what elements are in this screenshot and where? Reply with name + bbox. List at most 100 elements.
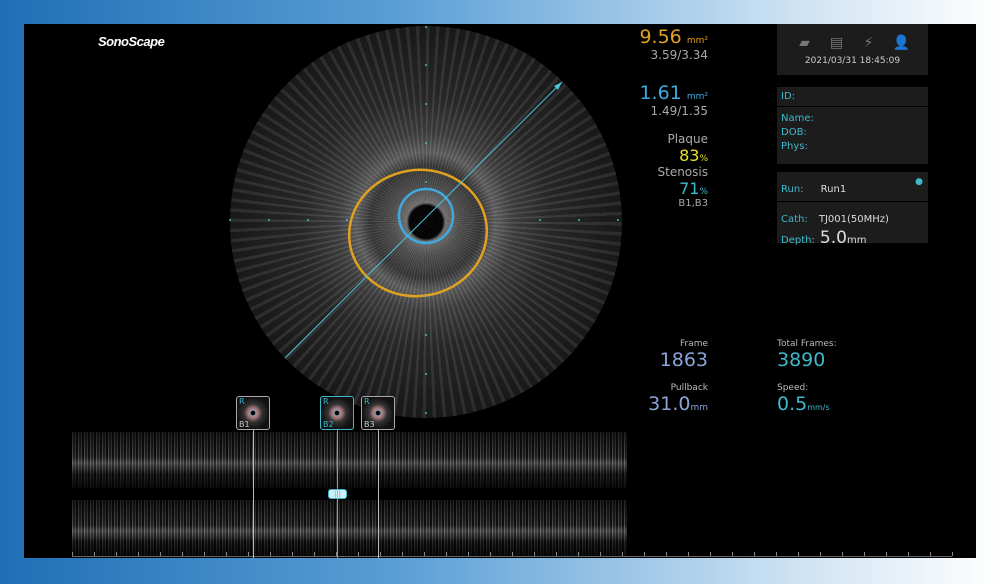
vessel-area: 9.56	[639, 26, 682, 48]
bookmark-label: B3	[364, 420, 375, 429]
vessel-contour	[347, 168, 489, 298]
ruler-tick	[468, 552, 469, 556]
run-row[interactable]: Run: Run1 ●	[777, 172, 928, 202]
vessel-diameters: 3.59/3.34	[650, 48, 708, 62]
ruler-tick	[72, 552, 73, 556]
ruler-tick	[94, 552, 95, 556]
pullback-unit: mm	[690, 403, 708, 413]
ruler-tick	[534, 552, 535, 556]
ruler-tick	[578, 552, 579, 556]
bookmark-line-b1	[253, 430, 254, 558]
lumen-contour	[397, 187, 455, 245]
depth-value: 5.0	[819, 228, 847, 248]
stenosis-value: 71	[679, 179, 700, 198]
ruler-tick	[644, 552, 645, 556]
ruler-tick	[820, 552, 821, 556]
bookmark-line-b3	[378, 430, 379, 558]
run-value: Run1	[820, 184, 847, 195]
ruler-tick	[710, 552, 711, 556]
ruler-tick	[160, 552, 161, 556]
ruler-tick	[292, 552, 293, 556]
ruler-tick	[336, 552, 337, 556]
datetime: 2021/03/31 18:45:09	[804, 56, 901, 66]
speed-unit: mm/s	[807, 403, 830, 412]
frame-slider-handle[interactable]: |||	[328, 489, 347, 499]
ruler-tick	[842, 552, 843, 556]
bookmark-b3[interactable]: R B3	[361, 396, 395, 430]
ruler-tick	[248, 552, 249, 556]
ruler-tick	[776, 552, 777, 556]
ivus-overlay	[229, 26, 619, 414]
ruler-tick	[732, 552, 733, 556]
patient-panel[interactable]: ID: Name: DOB: Phys:	[777, 87, 928, 164]
ruler-tick	[314, 552, 315, 556]
bookmark-b2[interactable]: R B2	[320, 396, 354, 430]
status-panel: ▰ ▤ ⚡ 👤 2021/03/31 18:45:09	[777, 24, 928, 75]
ruler-tick	[600, 552, 601, 556]
frame-label: Frame	[679, 339, 708, 349]
ruler-tick	[446, 552, 447, 556]
ruler-tick	[358, 552, 359, 556]
ruler-tick	[930, 552, 931, 556]
scale-dots	[229, 26, 619, 414]
brand-logo: SonoScape	[98, 34, 165, 49]
longitudinal-view-top[interactable]	[72, 432, 627, 488]
depth-label: Depth:	[781, 235, 815, 246]
run-panel: Run: Run1 ● Cath: TJ001(50MHz) Depth: 5.…	[777, 172, 928, 248]
ruler-tick	[138, 552, 139, 556]
bookmark-label: B2	[323, 420, 334, 429]
vessel-area-unit: mm²	[686, 36, 708, 46]
ruler-tick	[490, 552, 491, 556]
cath-value: TJ001(50MHz)	[818, 214, 889, 225]
power-plug-icon[interactable]: ⚡	[863, 35, 874, 51]
usb-icon[interactable]: ▰	[799, 35, 810, 51]
settings-dot-icon[interactable]: ●	[915, 177, 923, 187]
ivus-screen: SonoScape 9.56 mm² 3.59/3.34 1.61 mm² 1.…	[24, 24, 976, 558]
ruler-tick	[226, 552, 227, 556]
ruler-tick	[864, 552, 865, 556]
lumen-area: 1.61	[639, 82, 682, 104]
stenosis-label: Stenosis	[657, 165, 709, 179]
ruler-tick	[424, 552, 425, 556]
ruler-tick	[380, 552, 381, 556]
user-icon[interactable]: 👤	[892, 35, 910, 51]
cath-label: Cath:	[781, 214, 808, 225]
patient-name-label: Name:	[781, 113, 814, 124]
arrow-head	[554, 82, 562, 90]
bookmark-label: B1	[239, 420, 250, 429]
bookmark-tag: R	[364, 397, 370, 406]
ruler-tick	[798, 552, 799, 556]
total-frames-label: Total Frames:	[777, 339, 837, 349]
measurement-line	[284, 81, 563, 359]
patient-phys-label: Phys:	[781, 141, 808, 152]
stenosis-reference: B1,B3	[678, 198, 708, 209]
patient-dob-label: DOB:	[781, 127, 807, 138]
lumen-diameters: 1.49/1.35	[650, 104, 708, 118]
ruler-tick	[204, 552, 205, 556]
ivus-cross-section-image[interactable]	[230, 26, 622, 418]
bookmark-tag: R	[323, 397, 329, 406]
plaque-value: 83	[679, 146, 700, 165]
ruler-tick	[908, 552, 909, 556]
total-frames-value: 3890	[777, 349, 826, 371]
ruler-tick	[512, 552, 513, 556]
ruler-tick	[270, 552, 271, 556]
ruler-tick	[556, 552, 557, 556]
ruler-tick	[666, 552, 667, 556]
bookmark-tag: R	[239, 397, 245, 406]
depth-unit: mm	[846, 235, 867, 246]
speed-value: 0.5	[777, 393, 808, 415]
pullback-value: 31.0	[648, 393, 691, 415]
ruler-tick	[688, 552, 689, 556]
ruler-tick	[182, 552, 183, 556]
ruler-tick	[402, 552, 403, 556]
timeline-ruler	[72, 556, 952, 557]
ruler-tick	[886, 552, 887, 556]
printer-icon[interactable]: ▤	[829, 35, 844, 51]
longitudinal-view-bottom[interactable]	[72, 500, 627, 556]
stenosis-unit: %	[699, 187, 708, 197]
ruler-tick	[622, 552, 623, 556]
run-label: Run:	[781, 184, 804, 195]
bookmark-b1[interactable]: R B1	[236, 396, 270, 430]
speed-label: Speed:	[777, 383, 809, 393]
